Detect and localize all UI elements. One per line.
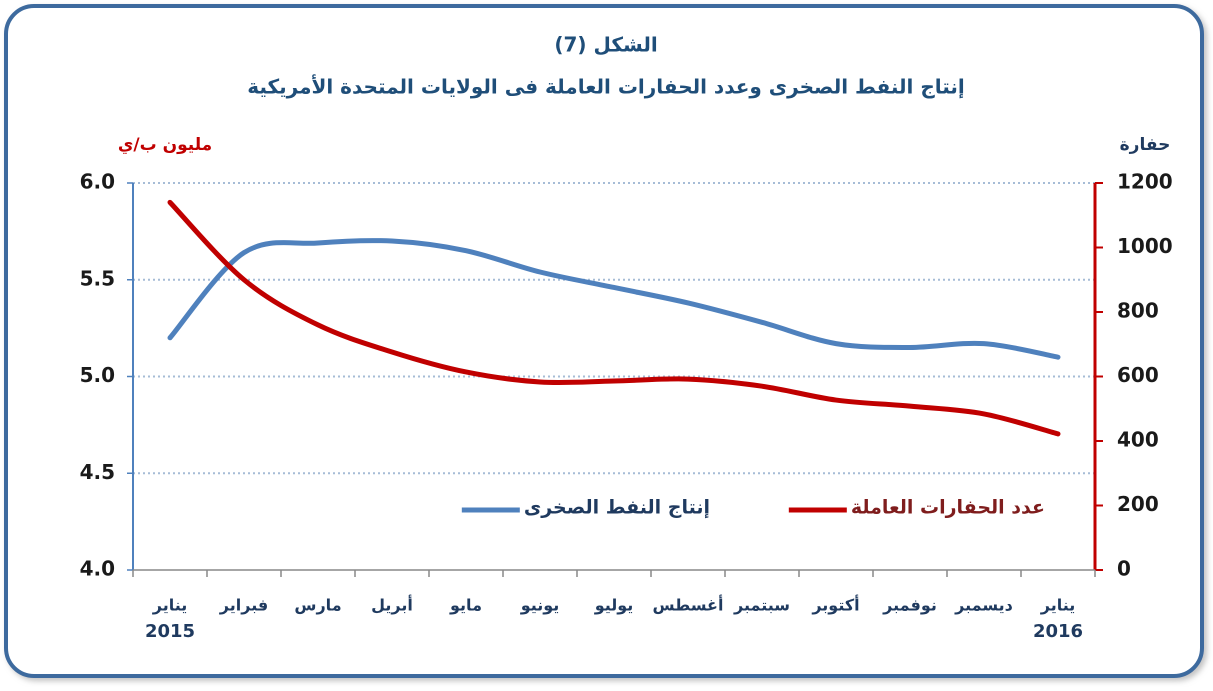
y-tick-label: 4.0 [80, 557, 115, 581]
frame [4, 4, 1204, 678]
x-tick-label: أغسطس [653, 595, 724, 615]
x-tick-label: فبراير [219, 596, 268, 615]
y-tick-label: 5.0 [80, 363, 115, 387]
x-group-label: 2016 [1033, 621, 1083, 642]
y-axis-label: مليون ب/ي [118, 135, 212, 155]
x-tick-label: ديسمبر [954, 596, 1013, 615]
chart-title: الشكل (7) [554, 33, 657, 57]
x-tick-label: يناير [1040, 596, 1076, 615]
y2-tick-label: 200 [1117, 492, 1159, 516]
x-tick-label: نوفمبر [882, 596, 937, 615]
x-tick-label: مايو [449, 596, 482, 615]
y-tick-label: 5.5 [80, 266, 115, 290]
y-tick-label: 4.5 [80, 460, 115, 484]
y2-tick-label: 800 [1117, 299, 1159, 323]
y2-tick-label: 0 [1117, 557, 1131, 581]
x-tick-label: يناير [152, 596, 188, 615]
chart-subtitle: إنتاج النفط الصخرى وعدد الحفارات العاملة… [247, 74, 965, 99]
x-tick-label: مارس [294, 596, 341, 615]
x-tick-label: سبتمبر [733, 596, 790, 615]
x-tick-label: يوليو [594, 596, 634, 615]
y2-tick-label: 1000 [1117, 234, 1173, 258]
y2-tick-label: 1200 [1117, 170, 1173, 194]
y2-axis-label: حفارة [1120, 135, 1171, 155]
y2-tick-label: 400 [1117, 428, 1159, 452]
y-tick-label: 6.0 [80, 170, 115, 194]
x-tick-label: يونيو [520, 596, 560, 615]
legend-label: عدد الحفارات العاملة [851, 497, 1045, 519]
series-line [167, 238, 1061, 360]
x-tick-label: أبريل [371, 595, 413, 615]
x-tick-label: أكتوبر [811, 595, 859, 615]
y2-tick-label: 600 [1117, 363, 1159, 387]
series-line [167, 199, 1061, 437]
x-group-label: 2015 [145, 621, 195, 642]
legend-label: إنتاج النفط الصخرى [524, 497, 710, 519]
